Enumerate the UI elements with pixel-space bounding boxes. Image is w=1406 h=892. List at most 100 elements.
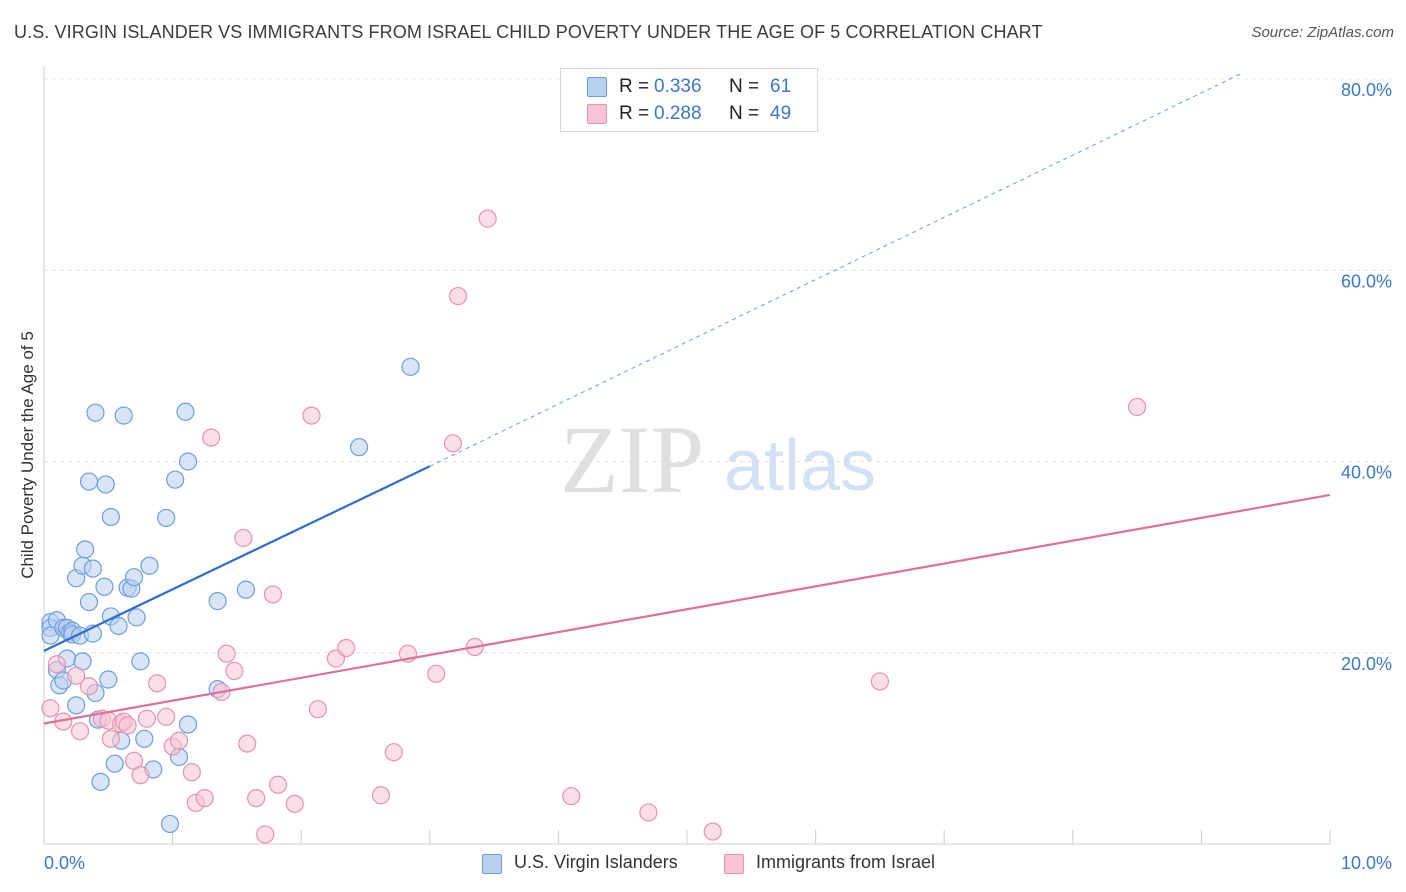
- data-point-israel: [427, 664, 446, 683]
- data-point-virgin-islanders: [95, 577, 114, 596]
- tick-labels: 20.0% 40.0% 60.0% 80.0% 0.0% 10.0%: [44, 80, 1392, 873]
- data-point-israel: [263, 585, 283, 604]
- data-point-virgin-islanders: [127, 608, 146, 627]
- watermark-zip: ZIP: [560, 406, 704, 513]
- data-point-israel: [478, 209, 497, 228]
- data-points: [41, 209, 1147, 844]
- data-point-virgin-islanders: [157, 508, 176, 528]
- data-point-virgin-islanders: [166, 470, 185, 489]
- data-point-virgin-islanders: [79, 592, 99, 612]
- data-point-virgin-islanders: [208, 592, 227, 611]
- n-label: N =: [729, 103, 760, 124]
- data-point-israel: [337, 638, 356, 658]
- trend-line-virgin-islanders: [43, 465, 431, 652]
- data-point-israel: [79, 677, 99, 696]
- data-point-virgin-islanders: [140, 556, 159, 575]
- legend-swatch-pink: [724, 854, 744, 874]
- x-tick-label: 10.0%: [1341, 853, 1392, 873]
- data-point-israel: [639, 803, 658, 822]
- chart-title: U.S. VIRGIN ISLANDER VS IMMIGRANTS FROM …: [14, 22, 1043, 42]
- data-point-israel: [562, 787, 581, 806]
- data-point-virgin-islanders: [76, 540, 95, 559]
- y-tick-label: 40.0%: [1341, 463, 1392, 483]
- data-point-israel: [1127, 397, 1147, 417]
- legend-label: U.S. Virgin Islanders: [514, 852, 678, 872]
- data-point-israel: [247, 788, 266, 808]
- data-point-israel: [195, 788, 214, 808]
- data-point-israel: [443, 434, 463, 453]
- data-point-virgin-islanders: [135, 729, 154, 748]
- data-point-virgin-islanders: [160, 814, 180, 834]
- data-point-israel: [870, 672, 890, 691]
- data-point-virgin-islanders: [86, 403, 105, 422]
- data-point-israel: [41, 699, 60, 718]
- data-point-virgin-islanders: [131, 652, 150, 671]
- data-point-virgin-islanders: [109, 616, 128, 636]
- r-label: R =: [619, 103, 650, 124]
- data-point-virgin-islanders: [105, 754, 124, 773]
- data-point-israel: [238, 734, 257, 753]
- y-axis-label: Child Poverty Under the Age of 5: [18, 331, 37, 579]
- data-point-virgin-islanders: [124, 568, 144, 587]
- data-point-israel: [101, 729, 120, 748]
- data-point-virgin-islanders: [114, 406, 133, 425]
- data-point-virgin-islanders: [178, 452, 198, 471]
- data-point-virgin-islanders: [401, 357, 420, 376]
- correlation-legend: R = 0.336 N = 61 R = 0.288 N = 49: [560, 68, 818, 132]
- data-point-virgin-islanders: [96, 475, 115, 494]
- r-label: R =: [619, 76, 650, 97]
- watermark: ZIP atlas: [560, 406, 876, 513]
- trend-lines: [43, 73, 1331, 725]
- n-value: 61: [770, 76, 792, 97]
- data-point-israel: [137, 709, 156, 728]
- data-point-israel: [169, 731, 189, 750]
- data-point-virgin-islanders: [101, 507, 120, 527]
- data-point-israel: [67, 666, 86, 685]
- n-label: N =: [729, 76, 760, 97]
- trend-line-israel: [43, 493, 1331, 725]
- data-point-israel: [47, 655, 66, 674]
- data-point-israel: [70, 722, 90, 741]
- data-point-israel: [302, 406, 321, 425]
- data-point-israel: [268, 775, 288, 794]
- data-point-israel: [157, 707, 176, 726]
- data-point-israel: [256, 825, 275, 844]
- data-point-israel: [308, 700, 328, 719]
- data-point-israel: [148, 674, 167, 693]
- data-point-virgin-islanders: [349, 438, 369, 457]
- data-point-israel: [371, 786, 391, 805]
- data-point-israel: [202, 428, 221, 447]
- data-point-virgin-islanders: [67, 696, 86, 715]
- data-point-israel: [118, 716, 137, 735]
- data-point-virgin-islanders: [91, 772, 110, 791]
- data-point-israel: [703, 822, 722, 841]
- data-point-virgin-islanders: [176, 402, 195, 421]
- data-point-virgin-islanders: [236, 580, 256, 599]
- trend-extension-virgin-islanders: [429, 73, 1241, 467]
- data-point-israel: [234, 528, 253, 548]
- source-label: Source: ZipAtlas.com: [1251, 24, 1394, 41]
- data-point-israel: [217, 644, 236, 663]
- r-value: 0.336: [654, 76, 702, 97]
- data-point-israel: [448, 286, 468, 306]
- data-point-israel: [285, 794, 304, 813]
- legend-label: Immigrants from Israel: [756, 852, 936, 872]
- n-value: 49: [770, 103, 792, 124]
- data-point-virgin-islanders: [99, 670, 118, 689]
- y-tick-label: 20.0%: [1341, 654, 1392, 674]
- legend-swatch-pink: [587, 104, 607, 124]
- data-point-israel: [182, 763, 201, 782]
- data-point-virgin-islanders: [79, 472, 99, 491]
- legend-swatch-blue: [482, 854, 502, 874]
- data-point-israel: [225, 661, 244, 681]
- r-value: 0.288: [654, 103, 702, 124]
- data-point-israel: [384, 743, 403, 762]
- data-point-israel: [131, 766, 150, 785]
- grid-lines: [44, 78, 1392, 654]
- x-tick-label: 0.0%: [44, 853, 85, 873]
- data-point-virgin-islanders: [83, 559, 102, 578]
- y-tick-label: 60.0%: [1341, 271, 1392, 291]
- y-tick-label: 80.0%: [1341, 80, 1392, 100]
- legend-swatch-blue: [587, 77, 607, 97]
